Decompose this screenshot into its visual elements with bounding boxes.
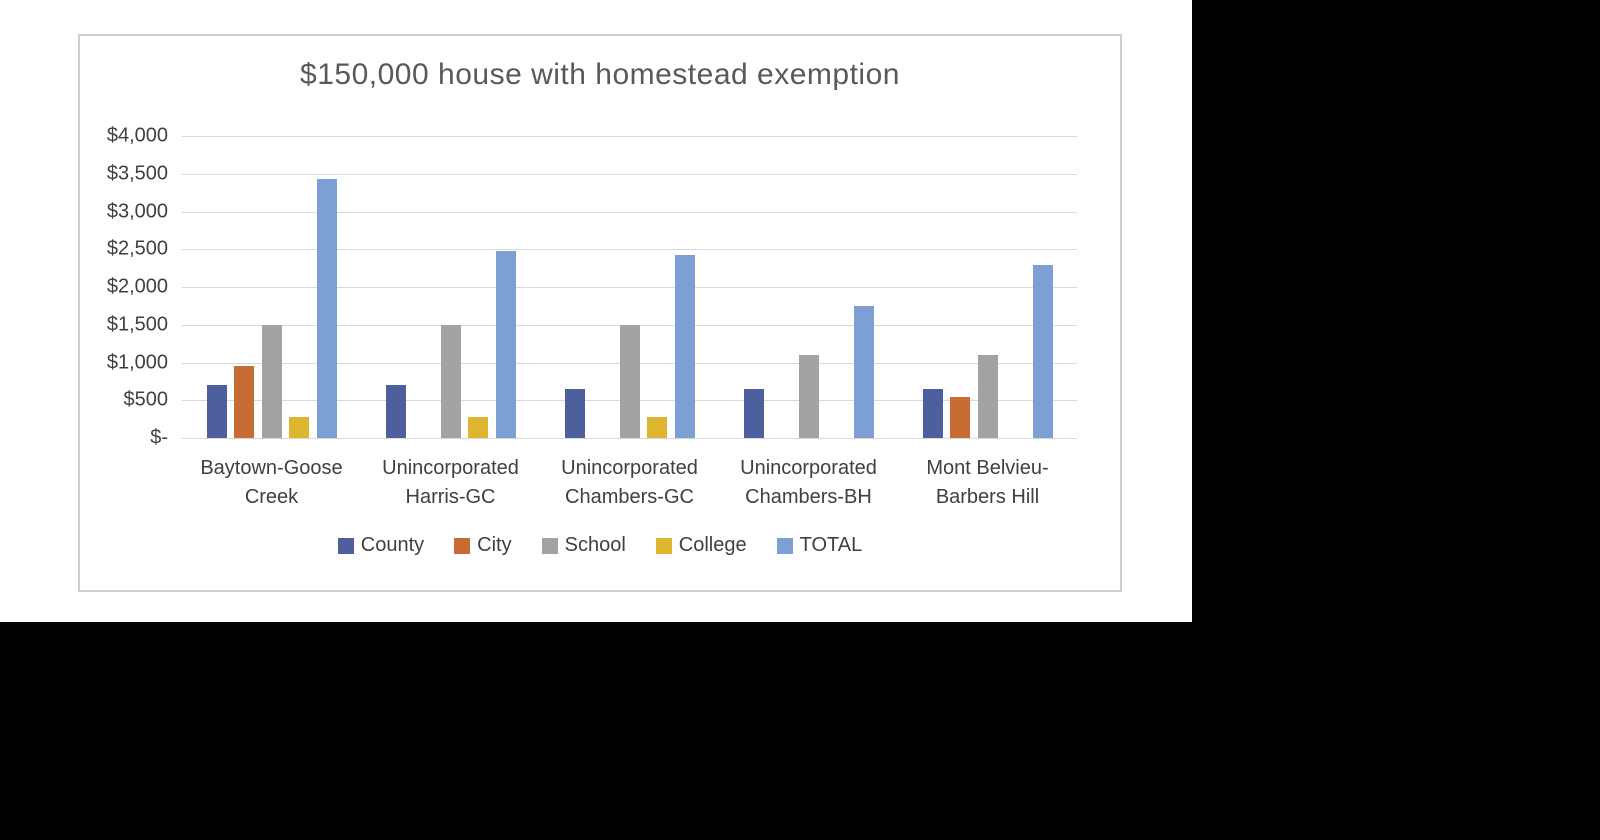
bar-total-unincorporated-chambers-bh — [854, 306, 874, 438]
bar-county-unincorporated-harris-gc — [386, 385, 406, 438]
gridline — [182, 174, 1077, 175]
gridline — [182, 249, 1077, 250]
y-tick-label: $1,500 — [106, 313, 168, 336]
category-label-unincorporated-chambers-bh: Unincorporated Chambers-BH — [740, 457, 877, 508]
bar-school-baytown-goose-creek — [262, 325, 282, 438]
legend-swatch-city — [454, 537, 471, 554]
legend-label-city: City — [477, 534, 512, 556]
y-tick-label: $1,000 — [106, 351, 168, 374]
chart-panel: $150,000 house with homestead exemption … — [78, 34, 1122, 592]
legend-item-total: TOTAL — [776, 534, 863, 557]
bar-school-mont-belvieu-barbers-hill — [978, 355, 998, 438]
bar-total-mont-belvieu-barbers-hill — [1033, 265, 1053, 438]
bar-school-unincorporated-chambers-gc — [620, 325, 640, 438]
chart-title: $150,000 house with homestead exemption — [300, 58, 900, 91]
legend-swatch-school — [541, 537, 558, 554]
legend-item-school: School — [541, 534, 626, 557]
bar-city-baytown-goose-creek — [234, 366, 254, 438]
bar-school-unincorporated-chambers-bh — [799, 355, 819, 438]
x-axis: Baytown-Goose Creek Unincorporated Harris-G… — [182, 454, 1077, 518]
legend-item-city: City — [454, 534, 512, 557]
bar-college-unincorporated-chambers-gc — [647, 417, 667, 438]
bar-county-unincorporated-chambers-bh — [744, 389, 764, 438]
gridline — [182, 287, 1077, 288]
plot-area — [182, 136, 1077, 439]
bar-college-baytown-goose-creek — [289, 417, 309, 438]
gridline — [182, 212, 1077, 213]
legend-label-total: TOTAL — [799, 534, 863, 556]
y-tick-label: $4,000 — [106, 124, 168, 147]
bar-total-baytown-goose-creek — [317, 179, 337, 438]
bar-total-unincorporated-harris-gc — [496, 251, 516, 438]
y-tick-label: $3,500 — [106, 162, 168, 185]
category-label-unincorporated-harris-gc: Unincorporated Harris-GC — [382, 457, 519, 508]
bar-college-unincorporated-harris-gc — [468, 417, 488, 438]
bar-county-baytown-goose-creek — [207, 385, 227, 438]
legend-label-county: County — [360, 534, 425, 556]
legend-swatch-county — [337, 537, 354, 554]
legend-swatch-college — [655, 537, 672, 554]
bar-county-unincorporated-chambers-gc — [565, 389, 585, 438]
legend: County City School College TOTAL — [80, 534, 1120, 557]
legend-label-school: School — [564, 534, 626, 556]
bar-county-mont-belvieu-barbers-hill — [923, 389, 943, 438]
bar-city-mont-belvieu-barbers-hill — [950, 397, 970, 438]
gridline — [182, 438, 1077, 439]
bar-school-unincorporated-harris-gc — [441, 325, 461, 438]
legend-item-college: College — [655, 534, 747, 557]
category-label-baytown-goose-creek: Baytown-Goose Creek — [200, 457, 343, 508]
category-label-mont-belvieu-barbers-hill: Mont Belvieu- Barbers Hill — [926, 457, 1049, 508]
bar-total-unincorporated-chambers-gc — [675, 255, 695, 438]
y-tick-label: $3,000 — [106, 200, 168, 223]
gridline — [182, 136, 1077, 137]
category-label-unincorporated-chambers-gc: Unincorporated Chambers-GC — [561, 457, 698, 508]
y-tick-label: $500 — [123, 388, 169, 411]
y-tick-label: $- — [150, 426, 168, 449]
legend-label-college: College — [678, 534, 747, 556]
y-tick-label: $2,000 — [106, 275, 168, 298]
page-white-area: $150,000 house with homestead exemption … — [0, 0, 1192, 622]
legend-swatch-total — [776, 537, 793, 554]
y-axis: $4,000 $3,500 $3,000 $2,500 $2,000 $1,500 $1,0… — [80, 125, 169, 449]
y-tick-label: $2,500 — [106, 237, 168, 260]
legend-item-county: County — [337, 534, 425, 557]
